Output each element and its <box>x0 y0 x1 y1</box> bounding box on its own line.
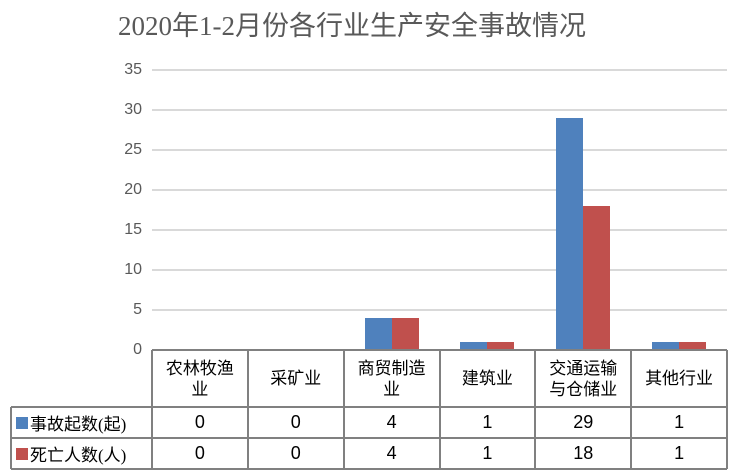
value-cell: 18 <box>573 443 594 463</box>
value-cell: 29 <box>573 412 594 432</box>
table-column-border <box>246 350 249 469</box>
table-column-border <box>151 350 153 469</box>
death-count-bar <box>487 342 515 350</box>
legend-label: 死亡人数(人) <box>30 446 127 465</box>
death-count-bar <box>679 342 707 350</box>
accident-count-bar <box>364 318 392 350</box>
category-header-cell: 采矿业 <box>270 369 322 388</box>
y-axis-tick-label: 0 <box>133 341 142 358</box>
y-axis-tick-label: 20 <box>124 181 142 198</box>
table-row-border <box>11 406 727 408</box>
category-header-cell: 农林牧渔业 <box>165 358 234 399</box>
value-cell: 4 <box>386 412 397 432</box>
accident-series-swatch-icon <box>16 416 28 429</box>
table-column-border <box>342 350 345 469</box>
value-cell: 1 <box>674 443 685 463</box>
category-header-cell: 其他行业 <box>645 369 714 388</box>
chart-title: 2020年1-2月份各行业生产安全事故情况 <box>118 11 586 41</box>
gridline <box>152 229 727 231</box>
gridline <box>152 269 727 271</box>
table-column-border <box>630 350 633 469</box>
table-row-border <box>11 437 727 439</box>
gridline <box>152 69 727 71</box>
accident-count-bar <box>556 118 584 350</box>
value-cell: 1 <box>674 412 685 432</box>
value-cell: 0 <box>290 443 301 463</box>
gridline <box>152 109 727 111</box>
gridline <box>152 189 727 191</box>
value-cell: 1 <box>482 443 493 463</box>
y-axis-tick-label: 10 <box>124 261 142 278</box>
death-count-bar <box>583 206 611 350</box>
y-axis-tick-label: 5 <box>133 301 142 318</box>
legend-label: 事故起数(起) <box>30 415 127 434</box>
value-cell: 0 <box>290 412 301 432</box>
category-header-cell: 交通运输与仓储业 <box>549 358 618 399</box>
y-axis-tick-label: 30 <box>124 101 142 118</box>
y-axis-tick-label: 35 <box>124 61 142 78</box>
value-cell: 0 <box>194 412 205 432</box>
value-cell: 0 <box>194 443 205 463</box>
gridline <box>152 309 727 311</box>
category-header-cell: 建筑业 <box>461 369 513 388</box>
y-axis-tick-label: 15 <box>124 221 142 238</box>
table-column-border <box>438 350 441 469</box>
value-cell: 4 <box>386 443 397 463</box>
accident-count-bar <box>460 342 488 350</box>
value-cell: 1 <box>482 412 493 432</box>
category-header-cell: 商贸制造业 <box>357 358 426 399</box>
death-series-swatch-icon <box>16 447 28 460</box>
death-count-bar <box>391 318 419 350</box>
gridline <box>152 149 727 151</box>
table-bottom-border <box>11 468 727 470</box>
accident-count-bar <box>652 342 680 350</box>
legend-item: 事故起数(起) <box>13 409 150 436</box>
legend-item: 死亡人数(人) <box>13 440 150 467</box>
table-left-border <box>10 407 12 469</box>
y-axis-tick-label: 25 <box>124 141 142 158</box>
table-column-border <box>534 350 537 469</box>
table-column-border <box>726 350 728 469</box>
